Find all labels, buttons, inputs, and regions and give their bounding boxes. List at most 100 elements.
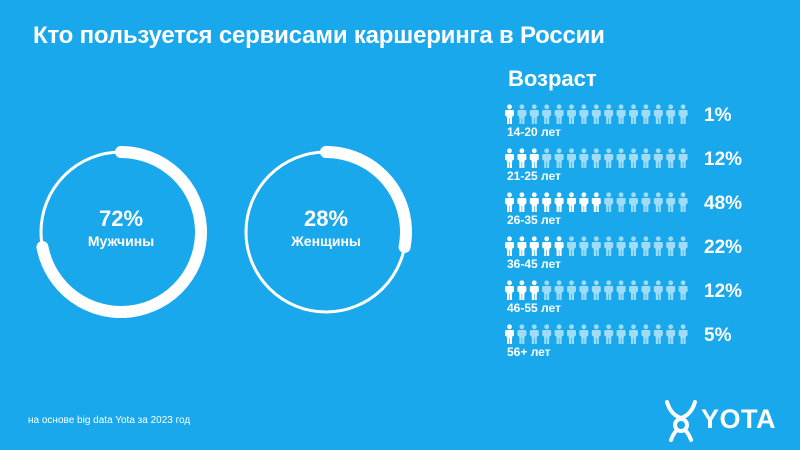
person-icon-empty	[604, 148, 614, 168]
donut-arc	[36, 146, 207, 318]
person-icon-filled	[517, 192, 527, 212]
yota-logo: YOTA	[664, 398, 784, 442]
person-icon-empty	[641, 280, 651, 300]
person-icon-empty	[542, 148, 552, 168]
age-pictograph: 14-20 лет 1% 21-25 лет 12% 26-35 лет 48% 36-45…	[504, 100, 764, 370]
age-percent: 5%	[704, 325, 732, 346]
person-icon-empty	[629, 104, 638, 124]
person-icon-empty	[678, 324, 688, 344]
footnote: на основе big data Yota за 2023 год	[28, 415, 191, 426]
person-icon-empty	[653, 148, 663, 168]
person-icon-filled	[591, 192, 601, 212]
person-icon-empty	[579, 148, 589, 168]
donut-arc	[320, 146, 412, 253]
person-icon-filled	[529, 280, 539, 300]
age-label: 36-45 лет	[507, 257, 561, 271]
person-icons	[504, 280, 690, 302]
person-icon-empty	[604, 280, 614, 300]
person-icon-filled	[567, 192, 576, 212]
person-icon-empty	[678, 236, 688, 256]
age-title: Возраст	[508, 66, 597, 91]
person-icon-filled	[554, 236, 564, 256]
donut-ring	[36, 146, 207, 318]
person-icon-filled	[529, 148, 539, 168]
age-percent: 12%	[704, 281, 743, 302]
person-icons	[504, 148, 690, 170]
person-icon-empty	[591, 104, 601, 124]
person-icon-empty	[616, 104, 626, 124]
person-icon-empty	[529, 104, 539, 124]
person-icon-row	[505, 280, 688, 300]
person-icon-empty	[666, 148, 676, 168]
person-icon-empty	[554, 324, 564, 344]
age-row: 26-35 лет 48%	[504, 188, 764, 228]
person-icon-empty	[591, 280, 601, 300]
age-percent: 12%	[704, 149, 743, 170]
person-icon-empty	[678, 148, 688, 168]
page-title: Кто пользуется сервисами каршеринга в Ро…	[33, 22, 605, 49]
person-icon-empty	[616, 148, 626, 168]
person-icon-empty	[567, 280, 576, 300]
person-icon-empty	[604, 324, 614, 344]
age-percent: 22%	[704, 237, 743, 258]
person-icon-empty	[542, 324, 552, 344]
person-icon-empty	[641, 192, 651, 212]
person-icon-filled	[542, 236, 552, 256]
person-icon-filled	[505, 324, 514, 344]
person-icon-filled	[505, 192, 514, 212]
person-icon-row	[505, 324, 688, 344]
person-icon-empty	[579, 236, 589, 256]
age-row: 14-20 лет 1%	[504, 100, 764, 140]
person-icons	[504, 236, 690, 258]
person-icon-empty	[653, 324, 663, 344]
age-row: 21-25 лет 12%	[504, 144, 764, 184]
age-label: 26-35 лет	[507, 213, 561, 227]
person-icon-empty	[567, 236, 576, 256]
person-icon-empty	[629, 148, 638, 168]
person-icon-empty	[666, 236, 676, 256]
person-icons	[504, 104, 690, 126]
person-icon-empty	[554, 280, 564, 300]
person-icon-empty	[567, 148, 576, 168]
donut-percent: 28%	[303, 206, 349, 231]
person-icon-filled	[542, 192, 552, 212]
yota-logo-icon	[665, 400, 697, 442]
age-row: 36-45 лет 22%	[504, 232, 764, 272]
person-icon-filled	[517, 148, 527, 168]
person-icon-empty	[579, 324, 589, 344]
person-icon-empty	[591, 324, 601, 344]
person-icon-empty	[554, 104, 564, 124]
person-icon-filled	[505, 280, 514, 300]
person-icons	[504, 192, 690, 214]
person-icon-row	[505, 236, 688, 256]
person-icon-empty	[678, 192, 688, 212]
person-icon-empty	[641, 236, 651, 256]
person-icon-empty	[517, 324, 527, 344]
donut-percent: 72%	[98, 206, 144, 231]
person-icon-empty	[604, 192, 614, 212]
person-icon-empty	[629, 324, 638, 344]
person-icon-empty	[579, 104, 589, 124]
person-icon-filled	[505, 148, 514, 168]
person-icon-empty	[641, 324, 651, 344]
person-icon-empty	[567, 104, 576, 124]
person-icon-empty	[616, 236, 626, 256]
person-icon-empty	[653, 236, 663, 256]
person-icon-empty	[678, 104, 688, 124]
person-icon-empty	[591, 148, 601, 168]
person-icon-empty	[641, 104, 651, 124]
donut-chart-men: 72% Мужчины	[35, 146, 207, 318]
person-icon-empty	[604, 236, 614, 256]
person-icon-empty	[591, 236, 601, 256]
person-icon-empty	[616, 192, 626, 212]
person-icon-empty	[653, 104, 663, 124]
person-icon-filled	[554, 192, 564, 212]
person-icon-empty	[542, 280, 552, 300]
person-icon-empty	[517, 104, 527, 124]
person-icon-row	[505, 192, 688, 212]
person-icon-filled	[505, 236, 514, 256]
person-icon-empty	[616, 280, 626, 300]
age-label: 56+ лет	[507, 345, 551, 359]
donut-chart-women: 28% Женщины	[240, 146, 412, 318]
person-icon-filled	[579, 192, 589, 212]
